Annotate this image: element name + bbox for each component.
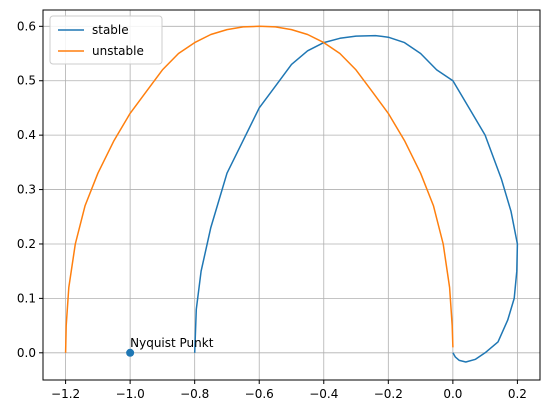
legend-label-stable: stable xyxy=(92,23,129,37)
nyquist-point-marker xyxy=(126,348,135,357)
x-tick-label-0: −1.2 xyxy=(51,387,80,401)
y-tick-label-6: 0.6 xyxy=(17,19,36,33)
series-lines xyxy=(64,25,519,363)
y-tick-label-4: 0.4 xyxy=(17,128,36,142)
legend-label-unstable: unstable xyxy=(92,44,144,58)
nyquist-point-marker-group: Nyquist Punkt xyxy=(126,336,214,357)
grid-lines xyxy=(43,10,540,380)
y-tick-label-5: 0.5 xyxy=(17,74,36,88)
x-tick-label-7: 0.2 xyxy=(508,387,527,401)
x-tick-label-1: −1.0 xyxy=(116,387,145,401)
y-tick-label-0: 0.0 xyxy=(17,346,36,360)
series-line-unstable xyxy=(64,25,454,353)
y-tick-label-1: 0.1 xyxy=(17,291,36,305)
x-tick-label-4: −0.4 xyxy=(309,387,338,401)
legend-box xyxy=(49,15,163,65)
y-tick-label-2: 0.2 xyxy=(17,237,36,251)
x-tick-label-3: −0.6 xyxy=(245,387,274,401)
plot-frame xyxy=(42,9,541,381)
x-tick-label-5: −0.2 xyxy=(374,387,403,401)
y-axis-ticks: 0.0 0.1 0.2 0.3 0.4 0.5 0.6 xyxy=(17,19,43,360)
annotation-nyquist-punkt: Nyquist Punkt xyxy=(130,336,214,350)
y-tick-label-3: 0.3 xyxy=(17,183,36,197)
legend: stable unstable xyxy=(49,15,163,65)
x-axis-ticks: −1.2 −1.0 −0.8 −0.6 −0.4 −0.2 0.0 0.2 xyxy=(51,380,527,401)
x-tick-label-2: −0.8 xyxy=(180,387,209,401)
series-line-stable xyxy=(193,34,519,363)
x-tick-label-6: 0.0 xyxy=(443,387,462,401)
plot-background xyxy=(43,10,540,380)
